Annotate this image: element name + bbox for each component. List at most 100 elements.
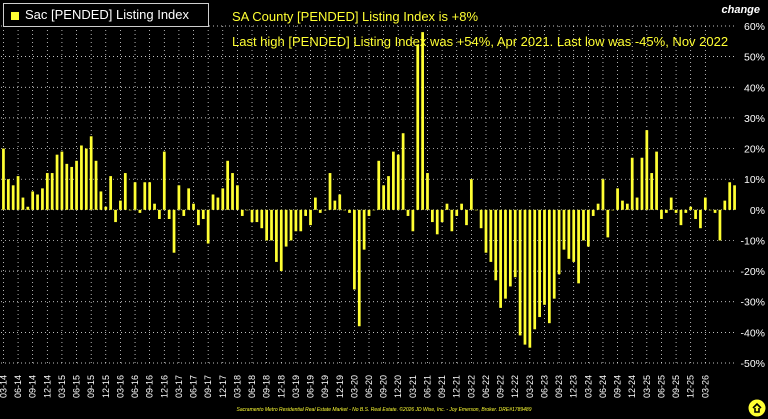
bar bbox=[528, 209, 532, 348]
bar bbox=[504, 209, 507, 299]
x-tick-label: 12-18 bbox=[276, 375, 286, 398]
x-tick-label: 12-22 bbox=[510, 375, 520, 398]
bar bbox=[645, 130, 649, 210]
bar bbox=[372, 209, 376, 211]
bar bbox=[728, 182, 732, 210]
bar bbox=[333, 200, 337, 210]
x-tick-label: 09-20 bbox=[379, 375, 389, 398]
bar bbox=[392, 151, 395, 210]
bar bbox=[611, 209, 615, 211]
bar bbox=[338, 194, 342, 210]
x-tick-label: 03-16 bbox=[115, 375, 125, 398]
bar bbox=[489, 209, 493, 262]
bar bbox=[158, 209, 161, 220]
bar bbox=[679, 209, 683, 226]
bar bbox=[211, 194, 215, 210]
bar bbox=[299, 209, 303, 232]
bar bbox=[304, 209, 308, 216]
bar bbox=[469, 179, 473, 210]
bar bbox=[713, 209, 717, 213]
y-tick-label: 40% bbox=[744, 82, 765, 94]
x-tick-label: 06-21 bbox=[422, 375, 432, 398]
x-tick-label: 06-18 bbox=[247, 375, 257, 398]
bar bbox=[406, 209, 410, 216]
bar bbox=[328, 173, 332, 210]
x-tick-label: 12-15 bbox=[101, 375, 111, 398]
bar bbox=[109, 176, 113, 210]
bar bbox=[275, 209, 278, 262]
bar bbox=[353, 209, 356, 290]
x-tick-label: 09-23 bbox=[554, 375, 564, 398]
bar bbox=[382, 185, 385, 210]
bar bbox=[572, 209, 576, 262]
bar bbox=[75, 160, 78, 210]
bar bbox=[318, 209, 322, 213]
bar bbox=[694, 209, 697, 220]
bar bbox=[89, 136, 93, 210]
chart-bars bbox=[2, 32, 736, 348]
y-tick-label: 0% bbox=[750, 205, 765, 217]
bar bbox=[582, 209, 585, 241]
bar bbox=[684, 209, 688, 213]
bar bbox=[294, 209, 298, 232]
bar bbox=[465, 209, 468, 226]
bar bbox=[660, 209, 663, 220]
x-tick-label: 03-22 bbox=[466, 375, 476, 398]
bar bbox=[114, 209, 117, 223]
bar bbox=[167, 209, 171, 220]
bar bbox=[21, 197, 25, 210]
bar bbox=[226, 160, 230, 210]
x-tick-label: 12-20 bbox=[393, 375, 403, 398]
bar bbox=[674, 209, 678, 213]
bar bbox=[377, 160, 381, 210]
bar bbox=[245, 209, 249, 211]
y-tick-label: -40% bbox=[740, 327, 765, 339]
bar bbox=[596, 203, 600, 210]
bar bbox=[60, 151, 64, 210]
bar bbox=[640, 157, 644, 210]
bar bbox=[343, 209, 346, 211]
y-tick-label: -10% bbox=[740, 235, 765, 247]
x-tick-label: 09-14 bbox=[28, 375, 38, 398]
bar bbox=[689, 206, 693, 210]
bar bbox=[655, 151, 658, 210]
bar bbox=[440, 209, 444, 223]
x-tick-label: 12-14 bbox=[42, 375, 52, 398]
bar bbox=[621, 200, 624, 210]
bar bbox=[123, 173, 127, 210]
y-tick-label: 50% bbox=[744, 52, 765, 64]
bar bbox=[518, 209, 522, 336]
legend-label: Sac [PENDED] Listing Index bbox=[25, 7, 190, 22]
bar bbox=[265, 209, 269, 241]
bar bbox=[143, 182, 147, 210]
x-tick-label: 03-24 bbox=[583, 375, 593, 398]
x-tick-label: 03-21 bbox=[408, 375, 418, 398]
bar bbox=[577, 209, 580, 284]
bar bbox=[36, 194, 39, 210]
bar bbox=[128, 209, 132, 211]
x-tick-label: 03-26 bbox=[700, 375, 710, 398]
bar bbox=[401, 133, 405, 210]
bar bbox=[484, 209, 488, 253]
y-tick-label: -50% bbox=[740, 358, 765, 370]
bar bbox=[250, 209, 254, 223]
x-tick-label: 03-14 bbox=[0, 375, 8, 398]
x-tick-label: 06-25 bbox=[656, 375, 666, 398]
x-tick-label: 06-17 bbox=[189, 375, 199, 398]
bar bbox=[479, 209, 483, 229]
bar bbox=[133, 182, 137, 210]
bar bbox=[616, 188, 619, 210]
bar bbox=[231, 173, 234, 210]
bar bbox=[552, 209, 556, 299]
bar bbox=[664, 209, 668, 213]
bar bbox=[260, 209, 264, 229]
bar bbox=[94, 160, 98, 210]
y-tick-label: 30% bbox=[744, 113, 765, 125]
x-tick-label: 12-19 bbox=[335, 375, 345, 398]
bar bbox=[197, 209, 200, 226]
bar bbox=[348, 209, 351, 213]
bar bbox=[65, 163, 69, 210]
x-tick-label: 03-18 bbox=[232, 375, 242, 398]
x-tick-label: 09-17 bbox=[203, 375, 213, 398]
x-tick-label: 06-22 bbox=[481, 375, 491, 398]
